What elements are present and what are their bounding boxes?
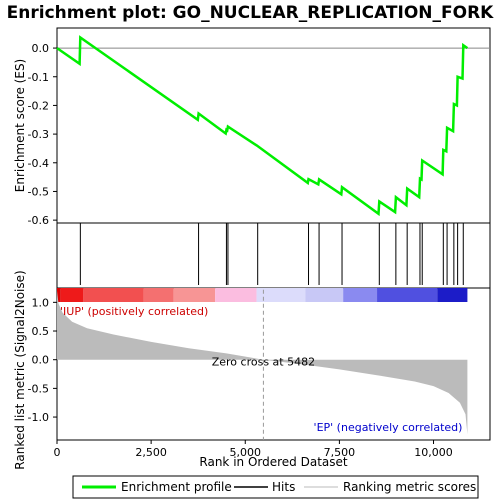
es-y-tick-label: -0.5 [28,185,49,198]
ranking-color-bar-segment [343,288,377,302]
legend: Enrichment profile Hits Ranking metric sco… [73,476,478,498]
metric-y-axis-label: Ranked list metric (Signal2Noise) [13,270,27,469]
es-y-tick-label: -0.4 [28,157,49,170]
x-tick-label: 10,000 [414,446,453,459]
es-y-tick-label: -0.3 [28,128,49,141]
ranking-color-bar-segment [437,288,467,302]
chart-title: Enrichment plot: GO_NUCLEAR_REPLICATION_… [7,3,495,23]
es-y-tick-label: 0.0 [32,42,50,55]
ranking-color-bar-segment [61,288,84,302]
ranking-color-bar-segment [377,288,437,302]
x-tick-label: 2,500 [135,446,167,459]
zero-cross-label: Zero cross at 5482 [212,356,315,369]
ranking-color-bar-segment [306,288,344,302]
negative-correlation-label: 'EP' (negatively correlated) [314,421,463,434]
metric-y-tick-label: -0.5 [28,382,49,395]
es-y-tick-label: -0.6 [28,214,49,227]
es-y-axis-label: Enrichment score (ES) [13,59,27,192]
ranking-color-bar-segment [174,288,215,302]
metric-y-tick-label: 0.0 [32,354,50,367]
metric-y-tick-label: 0.5 [32,325,50,338]
x-tick-label: 0 [54,446,61,459]
hits-panel-frame [57,223,490,288]
legend-label: Ranking metric scores [343,480,476,494]
ranking-color-bar-segment [144,288,174,302]
metric-y-tick-label: 1.0 [32,296,50,309]
es-panel-frame [57,28,490,223]
legend-label: Enrichment profile [121,480,232,494]
positive-correlation-label: 'IUP' (positively correlated) [60,305,208,318]
ranking-color-bar-segment [83,288,143,302]
es-y-tick-label: -0.2 [28,99,49,112]
enrichment-profile-line [57,38,467,214]
metric-y-tick-label: -1.0 [28,411,49,424]
legend-label: Hits [272,480,295,494]
es-y-tick-label: -0.1 [28,71,49,84]
x-axis-label: Rank in Ordered Dataset [199,455,347,469]
ranking-color-bar-segment [215,288,256,302]
